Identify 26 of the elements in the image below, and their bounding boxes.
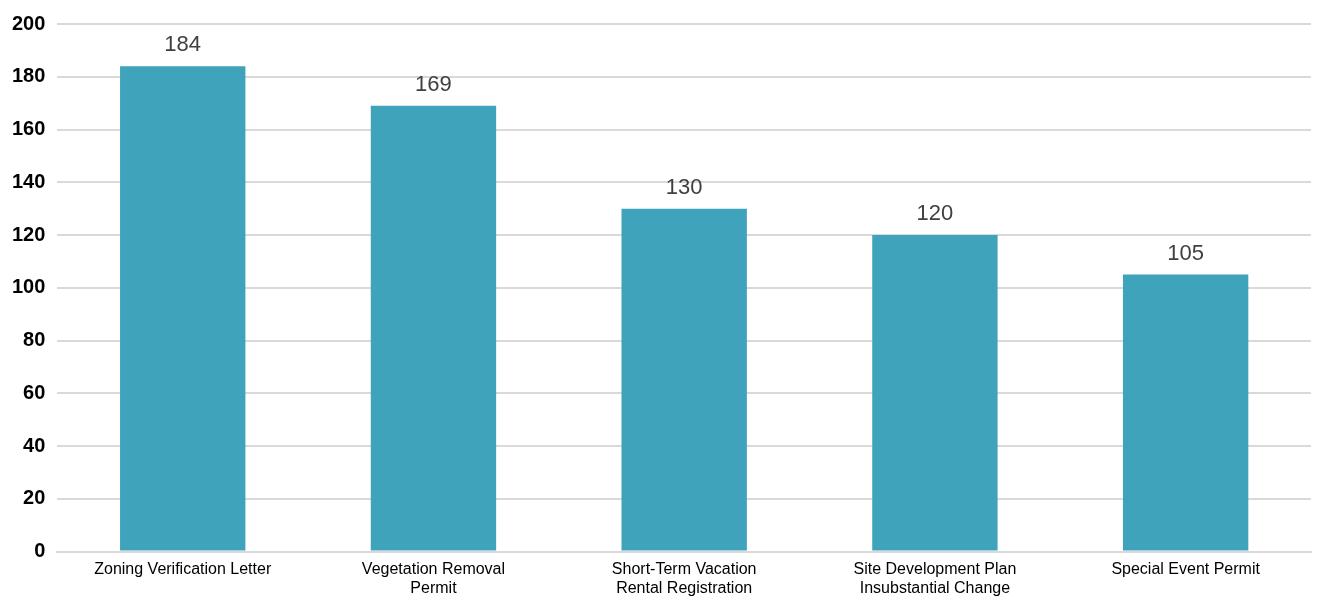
x-tick-label: Special Event Permit <box>1111 559 1261 577</box>
x-tick-label: Short-Term Vacation Rental Registration <box>611 559 757 596</box>
y-tick-label: 0 <box>34 539 46 562</box>
y-tick-label: 60 <box>23 380 46 403</box>
data-label: 130 <box>665 173 703 199</box>
data-label: 184 <box>164 31 202 57</box>
y-tick-label: 80 <box>23 328 46 351</box>
y-tick-label: 100 <box>11 275 46 298</box>
data-label: 169 <box>415 70 452 96</box>
bar <box>872 235 998 551</box>
bar <box>370 105 497 551</box>
y-tick-label: 160 <box>11 117 46 140</box>
data-label: 105 <box>1167 239 1204 265</box>
y-tick-label: 200 <box>11 11 46 34</box>
data-label: 120 <box>916 200 954 226</box>
y-tick-label: 40 <box>23 433 46 456</box>
x-tick-label: Vegetation Removal Permit <box>361 559 506 596</box>
x-tick-label: Site Development Plan Insubstantial Change <box>853 559 1017 596</box>
y-tick-label: 20 <box>23 486 46 509</box>
bar <box>120 66 246 551</box>
bar <box>1122 274 1249 551</box>
bar <box>621 208 747 551</box>
y-tick-label: 120 <box>11 222 46 245</box>
y-tick-label: 180 <box>11 64 46 87</box>
y-tick-label: 140 <box>11 169 46 192</box>
x-tick-label: Zoning Verification Letter <box>94 559 272 577</box>
